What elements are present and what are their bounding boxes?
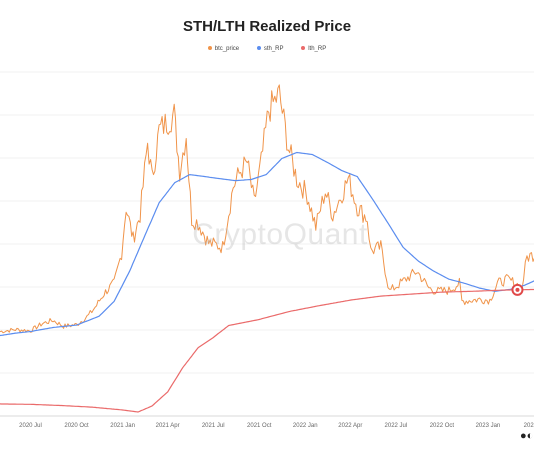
x-tick-label: 2020 Oct — [64, 423, 89, 429]
series-line-sth-rp — [0, 151, 534, 337]
cryptoquant-logo-icon: ●◐ — [520, 430, 534, 442]
x-tick-label: 2021 Jul — [202, 423, 225, 429]
lth-rp-swatch-icon — [301, 46, 306, 51]
x-tick-label: 2023 Jan — [476, 423, 501, 429]
x-tick-label: 2022 Apr — [338, 423, 362, 429]
legend-item-sth-rp[interactable]: sth_RP — [256, 46, 284, 52]
x-tick-label: 2021 Jan — [110, 423, 135, 429]
legend-label-lth-rp: lth_RP — [308, 46, 327, 52]
x-tick-label: 2023 A — [524, 423, 534, 429]
x-tick-label: 2021 Apr — [156, 423, 180, 429]
series-line-btc-price — [0, 84, 534, 334]
legend-item-lth-rp[interactable]: lth_RP — [301, 46, 326, 52]
sth-rp-swatch-icon — [256, 46, 261, 51]
x-tick-label: 2022 Oct — [430, 423, 455, 429]
chart-title: STH/LTH Realized Price — [182, 18, 352, 35]
x-tick-label: 2022 Jan — [293, 423, 318, 429]
series-line-lth-rp — [0, 288, 534, 413]
x-tick-label: 2022 Jul — [385, 423, 408, 429]
watermark: CryptoQuant — [192, 218, 368, 251]
btc-price-swatch-icon — [207, 46, 212, 51]
x-tick-label: 2021 Oct — [247, 423, 272, 429]
legend-label-sth-rp: sth_RP — [263, 46, 284, 52]
legend-label-btc-price: btc_price — [214, 46, 240, 52]
hover-marker-core — [515, 287, 520, 292]
legend-item-btc-price[interactable]: btc_price — [207, 46, 240, 52]
x-tick-label: 2020 Jul — [19, 423, 42, 429]
legend: btc_price sth_RP lth_RP — [0, 46, 534, 52]
